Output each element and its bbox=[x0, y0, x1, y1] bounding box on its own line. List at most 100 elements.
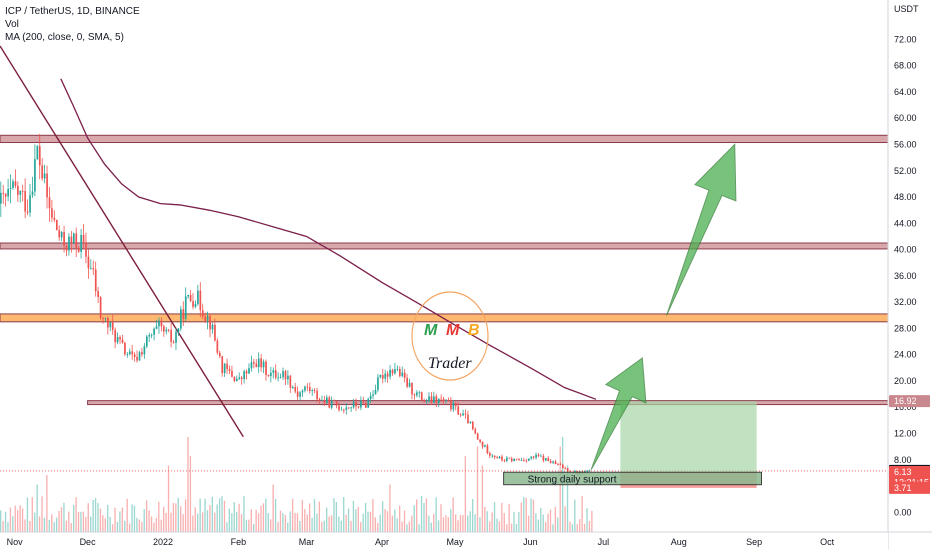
candle-body bbox=[48, 197, 51, 209]
volume-bar bbox=[226, 522, 228, 532]
candle-body bbox=[58, 230, 61, 238]
volume-bar bbox=[29, 520, 31, 532]
time-axis-tick: 2022 bbox=[153, 537, 173, 547]
volume-bar bbox=[491, 512, 493, 532]
volume-bar bbox=[294, 512, 296, 532]
volume-bar bbox=[150, 516, 153, 532]
candle-body bbox=[552, 461, 554, 463]
candle-body bbox=[506, 457, 508, 461]
volume-bar bbox=[479, 517, 481, 532]
volume-bar bbox=[362, 513, 364, 532]
candle-body bbox=[428, 396, 430, 402]
downtrend-line bbox=[0, 45, 244, 438]
volume-bar bbox=[330, 515, 333, 532]
volume-bar bbox=[374, 517, 377, 532]
candle-body bbox=[398, 369, 401, 377]
volume-indicator-label[interactable]: Vol bbox=[5, 19, 19, 30]
logo-text: Trader bbox=[428, 355, 472, 372]
candle-body bbox=[233, 376, 236, 381]
candle-body bbox=[14, 181, 17, 186]
volume-bar bbox=[165, 512, 167, 532]
volume-bar bbox=[14, 505, 16, 532]
candle-body bbox=[197, 290, 199, 305]
candle-body bbox=[163, 326, 165, 332]
candle-body bbox=[29, 195, 31, 213]
candle-body bbox=[51, 208, 53, 218]
volume-bar bbox=[467, 515, 469, 532]
volume-bar bbox=[484, 506, 486, 532]
candle-body bbox=[184, 296, 187, 319]
volume-bar bbox=[588, 521, 591, 532]
volume-bar bbox=[85, 516, 87, 532]
volume-bar bbox=[277, 521, 279, 532]
volume-bar bbox=[418, 524, 420, 532]
volume-bar bbox=[394, 509, 396, 532]
volume-bar bbox=[58, 510, 60, 532]
volume-bar bbox=[464, 456, 467, 532]
candle-body bbox=[291, 386, 294, 388]
candle-body bbox=[245, 371, 248, 374]
candle-body bbox=[274, 370, 277, 378]
volume-bar bbox=[435, 497, 437, 532]
price-label-bg bbox=[889, 481, 930, 494]
candle-body bbox=[267, 374, 270, 377]
candle-body bbox=[345, 407, 348, 410]
volume-bar bbox=[41, 496, 43, 532]
candle-body bbox=[413, 394, 416, 396]
candle-body bbox=[469, 421, 472, 424]
time-axis-tick: Feb bbox=[231, 537, 247, 547]
volume-bar bbox=[26, 497, 29, 532]
volume-bar bbox=[111, 524, 114, 532]
candle-body bbox=[46, 173, 48, 198]
candle-body bbox=[362, 401, 365, 403]
candle-body bbox=[547, 458, 550, 462]
candle-body bbox=[38, 146, 41, 166]
volume-bar bbox=[53, 522, 55, 532]
candle-body bbox=[92, 268, 95, 270]
volume-bar bbox=[109, 516, 111, 532]
candle-body bbox=[31, 191, 34, 196]
candle-body bbox=[394, 369, 396, 374]
candle-body bbox=[294, 386, 297, 392]
volume-bar bbox=[260, 505, 262, 532]
candle-body bbox=[111, 322, 114, 330]
candle-body bbox=[143, 346, 146, 355]
candle-body bbox=[255, 363, 258, 368]
candle-body bbox=[187, 294, 190, 297]
candle-body bbox=[369, 395, 372, 400]
volume-bar bbox=[97, 503, 99, 532]
volume-bar bbox=[384, 508, 386, 532]
volume-bar bbox=[36, 484, 38, 532]
time-axis-tick: Aug bbox=[671, 537, 687, 547]
candle-body bbox=[406, 377, 408, 387]
ma-indicator-label[interactable]: MA (200, close, 0, SMA, 5) bbox=[5, 32, 124, 43]
volume-bar bbox=[94, 497, 97, 532]
volume-bar bbox=[343, 496, 345, 532]
candle-body bbox=[4, 193, 7, 197]
volume-bar bbox=[583, 523, 586, 532]
candle-body bbox=[226, 363, 228, 370]
volume-bar bbox=[525, 497, 527, 532]
volume-bar bbox=[591, 510, 593, 532]
up-arrow-2 bbox=[666, 143, 737, 316]
volume-bar bbox=[233, 502, 235, 532]
candle-body bbox=[248, 368, 250, 374]
volume-bar bbox=[308, 503, 311, 532]
volume-bar bbox=[63, 502, 65, 532]
candle-body bbox=[423, 400, 426, 403]
volume-bar bbox=[481, 465, 484, 532]
candle-body bbox=[218, 352, 221, 357]
volume-bar bbox=[496, 518, 498, 532]
candle-body bbox=[442, 398, 445, 402]
symbol-title[interactable]: ICP / TetherUS, 1D, BINANCE bbox=[5, 6, 140, 17]
candle-body bbox=[153, 328, 155, 335]
candle-body bbox=[433, 396, 435, 403]
candle-body bbox=[352, 401, 355, 408]
candle-body bbox=[243, 371, 245, 380]
candle-body bbox=[471, 421, 474, 430]
candle-body bbox=[36, 146, 39, 160]
volume-bar bbox=[128, 523, 131, 532]
candle-body bbox=[155, 326, 158, 329]
candle-body bbox=[126, 354, 129, 355]
